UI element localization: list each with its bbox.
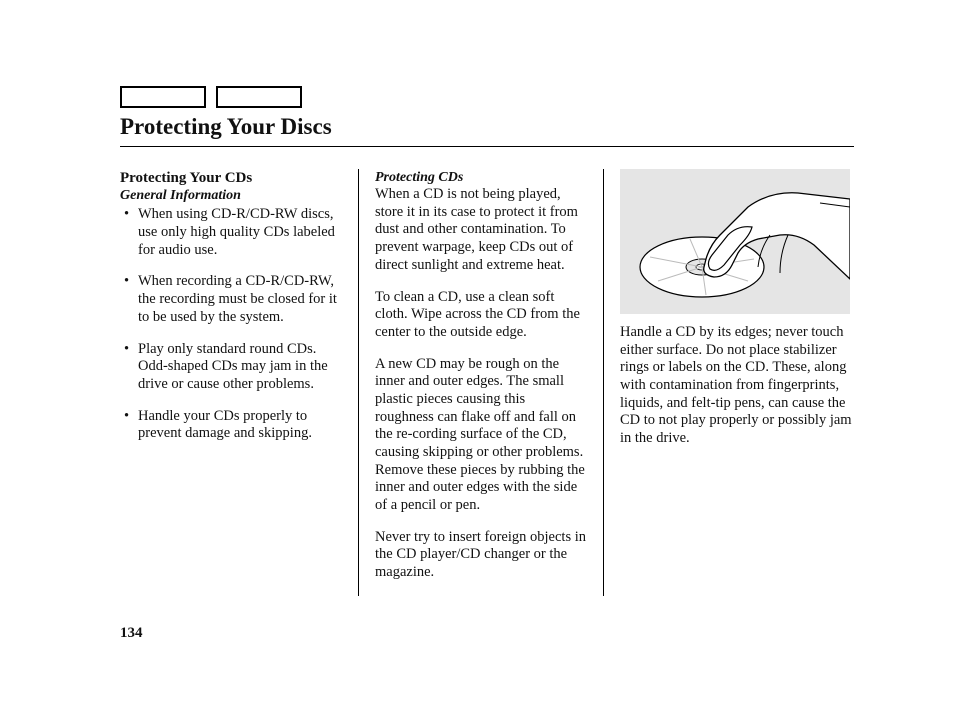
- bullet-item: Handle your CDs properly to prevent dama…: [128, 408, 342, 443]
- cd-hand-svg: [620, 169, 850, 314]
- bullet-item: When recording a CD-R/CD-RW, the recordi…: [128, 273, 342, 326]
- placeholder-box-2: [216, 86, 302, 108]
- bullet-item: Play only standard round CDs. Odd-shaped…: [128, 341, 342, 394]
- top-boxes: [120, 86, 854, 108]
- col2-heading: Protecting CDs: [375, 169, 587, 186]
- paragraph: Handle a CD by its edges; never touch ei…: [620, 324, 854, 448]
- column-1: Protecting Your CDs General Information …: [120, 169, 358, 596]
- col1-subheading: General Information: [120, 187, 342, 204]
- cd-handling-illustration: [620, 169, 850, 314]
- page-number: 134: [120, 625, 143, 642]
- columns: Protecting Your CDs General Information …: [120, 169, 854, 596]
- paragraph: A new CD may be rough on the inner and o…: [375, 356, 587, 515]
- paragraph: When a CD is not being played, store it …: [375, 186, 587, 274]
- page-title: Protecting Your Discs: [120, 114, 854, 140]
- bullet-item: When using CD-R/CD-RW discs, use only hi…: [128, 206, 342, 259]
- bullet-list: When using CD-R/CD-RW discs, use only hi…: [120, 206, 342, 443]
- col1-heading: Protecting Your CDs: [120, 169, 342, 187]
- column-3: Handle a CD by its edges; never touch ei…: [604, 169, 854, 596]
- paragraph: Never try to insert foreign objects in t…: [375, 529, 587, 582]
- title-row: Protecting Your Discs: [120, 112, 854, 147]
- page: Protecting Your Discs Protecting Your CD…: [0, 0, 954, 710]
- column-2: Protecting CDs When a CD is not being pl…: [358, 169, 604, 596]
- paragraph: To clean a CD, use a clean soft cloth. W…: [375, 289, 587, 342]
- placeholder-box-1: [120, 86, 206, 108]
